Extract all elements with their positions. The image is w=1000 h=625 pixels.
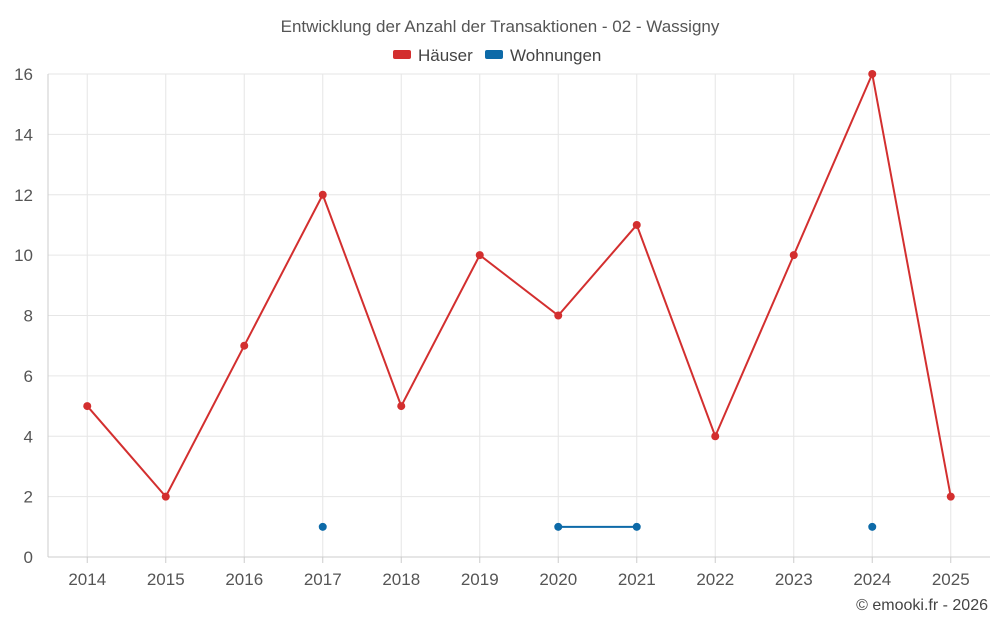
series-wohnungen [318, 522, 877, 531]
y-tick-label: 2 [24, 488, 33, 507]
data-point-haeuser[interactable] [554, 311, 563, 320]
chart-title: Entwicklung der Anzahl der Transaktionen… [281, 17, 720, 36]
data-point-haeuser[interactable] [946, 492, 955, 501]
y-tick-label: 14 [14, 125, 33, 144]
y-tick-label: 10 [14, 246, 33, 265]
x-tick-label: 2018 [382, 570, 420, 589]
data-point-haeuser[interactable] [161, 492, 170, 501]
y-tick-label: 0 [24, 548, 33, 567]
x-tick-label: 2014 [68, 570, 106, 589]
x-tick-label: 2017 [304, 570, 342, 589]
series-line-haeuser [86, 70, 952, 499]
x-tick-label: 2022 [696, 570, 734, 589]
legend-item-wohnungen[interactable]: Wohnungen [485, 46, 601, 65]
y-tick-label: 4 [24, 427, 33, 446]
legend-swatch-haeuser [393, 50, 411, 59]
x-tick-label: 2021 [618, 570, 656, 589]
x-tick-label: 2023 [775, 570, 813, 589]
axes: 0 2 4 6 8 10 12 14 16 2014 2015 2016 2017 2018 2019 202… [14, 65, 990, 589]
y-tick-label: 6 [24, 367, 33, 386]
y-tick-label: 8 [24, 307, 33, 326]
y-tick-label: 12 [14, 186, 33, 205]
x-tick-label: 2025 [932, 570, 970, 589]
data-point-wohnungen[interactable] [868, 522, 877, 531]
y-tick-label: 16 [14, 65, 33, 84]
x-tick-label: 2020 [539, 570, 577, 589]
data-point-wohnungen[interactable] [318, 522, 327, 531]
data-point-haeuser[interactable] [240, 341, 249, 350]
legend: Häuser Wohnungen [393, 46, 601, 65]
x-tick-label: 2019 [461, 570, 499, 589]
x-tick-label: 2015 [147, 570, 185, 589]
data-point-haeuser[interactable] [318, 190, 327, 199]
data-point-wohnungen[interactable] [632, 522, 641, 531]
data-point-haeuser[interactable] [475, 251, 484, 260]
series-haeuser [83, 70, 955, 501]
legend-item-haeuser[interactable]: Häuser [393, 46, 473, 65]
data-point-haeuser[interactable] [397, 402, 406, 411]
grid [48, 73, 990, 557]
x-tick-label: 2024 [853, 570, 891, 589]
x-tick-label: 2016 [225, 570, 263, 589]
data-point-haeuser[interactable] [83, 402, 92, 411]
legend-swatch-wohnungen [485, 50, 503, 59]
data-point-haeuser[interactable] [868, 70, 877, 78]
credit-text: © emooki.fr - 2026 [856, 597, 988, 614]
data-point-haeuser[interactable] [632, 220, 641, 229]
legend-label-haeuser: Häuser [418, 46, 473, 65]
legend-label-wohnungen: Wohnungen [510, 46, 601, 65]
data-point-haeuser[interactable] [711, 432, 720, 441]
series [83, 70, 955, 531]
data-point-haeuser[interactable] [789, 251, 798, 260]
data-point-wohnungen[interactable] [554, 522, 563, 531]
